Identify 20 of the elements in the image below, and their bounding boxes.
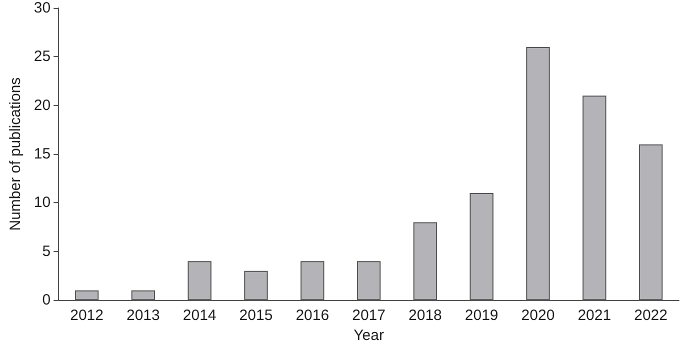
y-tick-label: 20 xyxy=(34,96,51,114)
x-tick-label: 2013 xyxy=(126,307,160,324)
x-tick-label: 2018 xyxy=(408,307,442,324)
x-tick-label: 2020 xyxy=(521,307,555,324)
x-tick-label: 2022 xyxy=(634,307,668,324)
x-axis-title: Year xyxy=(354,327,384,344)
x-tick-label: 2021 xyxy=(578,307,612,324)
y-tick-label: 15 xyxy=(34,146,51,163)
x-tick-label: 2019 xyxy=(464,307,498,324)
y-tick-label: 5 xyxy=(42,242,51,260)
x-tick-label: 2014 xyxy=(182,307,216,324)
x-tick-label: 2015 xyxy=(239,307,273,324)
y-tick-label: 30 xyxy=(34,0,51,16)
y-tick-label: 25 xyxy=(34,48,51,66)
y-tick-label: 10 xyxy=(34,194,51,212)
x-tick-label: 2017 xyxy=(352,307,386,324)
x-tick-label: 2016 xyxy=(296,307,330,324)
y-axis-title: Number of publications xyxy=(7,77,24,231)
x-tick-label: 2012 xyxy=(70,307,104,324)
y-tick-label: 0 xyxy=(42,292,51,309)
